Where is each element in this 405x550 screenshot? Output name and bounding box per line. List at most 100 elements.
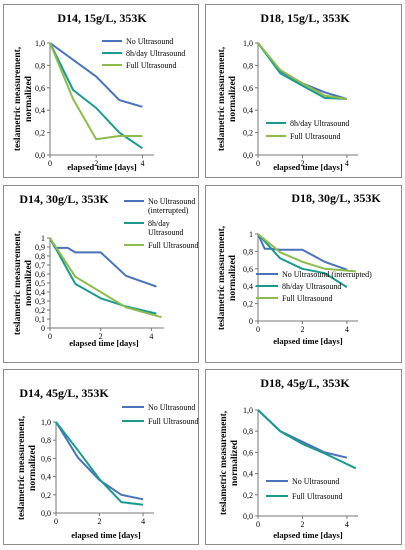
legend-label-line: No Ultrasound: [148, 197, 195, 206]
chart-panel-d18-15: D18, 15g/L, 353K 0,0 0,2 0,4 0,6 0,8 1,0 0 2 4 ela…: [205, 4, 402, 178]
x-tick-label: 0: [256, 520, 260, 529]
x-tick-label: 0: [48, 159, 52, 168]
x-axis-label: elapsed time [days]: [273, 336, 343, 346]
y-tick-label: 0,0: [243, 512, 253, 521]
x-tick-label: 4: [141, 517, 145, 526]
legend-label: 8h/day Ultrasound: [290, 119, 349, 128]
y-tick-label: 0,2: [243, 129, 253, 138]
chart-panel-d18-45: D18, 45g/L, 353K 0,0 0,2 0,4 0,6 0,8 1,0 0 2 4 ela…: [205, 369, 402, 545]
series-line-full-ultrasound: [49, 42, 143, 141]
y-axis-label-line: normalized: [230, 439, 240, 486]
series-line-8h-day-ultrasound: [257, 233, 348, 288]
x-tick-label: 4: [140, 159, 144, 168]
y-tick-label: 0,7: [35, 261, 45, 270]
y-axis-label-line: normalized: [28, 444, 38, 491]
legend-label: No Ultrasound (interrupted): [148, 197, 195, 215]
series-line-no-ultrasound: [257, 409, 348, 459]
y-tick-label: 0,6: [41, 454, 51, 463]
y-tick-label: 0,1: [35, 315, 45, 324]
chart-panel-d18-30: D18, 30g/L, 353K 0 0,2 0,4 0,6 0,8 1 0 2 4 elapsed…: [205, 185, 402, 363]
legend-label-line: 8h/day: [148, 219, 170, 228]
series-line-no-ultrasound: [49, 42, 143, 108]
legend-label-line: Ultrasound: [148, 228, 184, 237]
y-tick-label: 0,2: [41, 491, 51, 500]
chart-panel-d14-15: D14, 15g/L, 353K 0,0 0,2 0,4 0,6 0,8 1,0 0 2 4 ela…: [3, 4, 199, 178]
chart-svg: D14, 15g/L, 353K 0,0 0,2 0,4 0,6 0,8 1,0 0 2 4ela…: [13, 11, 185, 172]
chart-svg: D18, 30g/L, 353K 0 0,2 0,4 0,6 0,8 1 0 2 4elapsed…: [217, 191, 381, 346]
chart-svg: D18, 15g/L, 353K 0,0 0,2 0,4 0,6 0,8 1,0 0 2 4ela…: [217, 11, 358, 172]
x-tick-label: 4: [345, 159, 349, 168]
legend-label: 8h/day Ultrasound: [126, 49, 185, 58]
x-axis-label: elapsed time [days]: [67, 162, 137, 172]
series-line-no-ultrasound: [55, 421, 144, 501]
y-tick-label: 0,8: [35, 252, 45, 261]
x-tick-label: 2: [300, 520, 304, 529]
x-tick-label: 0: [256, 159, 260, 168]
y-tick-label: 0,4: [41, 473, 51, 482]
legend-label: Full Ultrasound: [282, 294, 332, 303]
legend-label: Full Ultrasound: [290, 132, 340, 141]
y-tick-label: 1,0: [243, 406, 253, 415]
y-axis-label-line: teslametric measurement,: [217, 225, 227, 330]
y-tick-label: 0,3: [35, 297, 45, 306]
y-tick-label: 0,2: [243, 300, 253, 309]
y-tick-label: 0,4: [35, 288, 45, 297]
series-line-8h-day-ultrasound: [49, 42, 143, 150]
x-tick-label: 2: [94, 159, 98, 168]
y-axis-label-line: teslametric measurement,: [219, 410, 229, 515]
y-tick-label: 0,2: [35, 306, 45, 315]
y-tick-label: 0,6: [243, 84, 253, 93]
legend-label: No Ultrasound: [292, 477, 339, 486]
x-tick-label: 2: [300, 325, 304, 334]
y-tick-label: 1,0: [35, 39, 45, 48]
x-axis-label: elapsed time [days]: [273, 162, 343, 172]
y-axis-label: teslametric measurement,normalized: [13, 230, 34, 335]
y-tick-label: 0,4: [243, 282, 253, 291]
chart-title: D18, 15g/L, 353K: [260, 11, 350, 25]
x-tick-label: 0: [54, 517, 58, 526]
y-tick-label: 0,2: [35, 129, 45, 138]
y-tick-label: 0,8: [243, 61, 253, 70]
series-line-full-ultrasound: [55, 421, 144, 506]
series-line-full-ultrasound: [49, 237, 162, 319]
y-tick-label: 1,0: [243, 39, 253, 48]
legend-label: Full Ultrasound: [148, 241, 198, 250]
y-tick-label: 0,0: [35, 151, 45, 160]
x-axis-label: elapsed time [days]: [69, 338, 139, 348]
legend-label: Full Ultrasound: [292, 492, 342, 501]
y-tick-label: 0: [41, 324, 45, 333]
x-tick-label: 4: [149, 332, 153, 341]
y-tick-label: 0,0: [41, 509, 51, 518]
y-tick-label: 0,6: [35, 84, 45, 93]
series-line-unnamed: [257, 42, 348, 100]
y-axis-label-line: teslametric measurement,: [13, 230, 23, 335]
chart-title: D14, 30g/L, 353K: [19, 192, 109, 206]
y-axis-label-line: normalized: [228, 75, 238, 122]
legend-label: No Ultrasound: [148, 403, 195, 412]
y-tick-label: 0,8: [41, 436, 51, 445]
x-tick-label: 2: [98, 517, 102, 526]
series-line-full-ultrasound: [257, 233, 356, 273]
series-line-8h-day-ultrasound: [257, 42, 347, 100]
series-line-8h-day-ultrasound: [49, 237, 157, 315]
y-tick-label: 0,5: [35, 279, 45, 288]
legend-label-line: (interrupted): [148, 206, 189, 215]
y-tick-label: 1,0: [41, 418, 51, 427]
y-axis-label: teslametric measurement,normalized: [217, 46, 238, 151]
x-axis-label: elapsed time [days]: [273, 530, 343, 540]
y-axis-label-line: teslametric measurement,: [13, 46, 23, 151]
y-tick-label: 0: [249, 317, 253, 326]
chart-svg: D18, 45g/L, 353K 0,0 0,2 0,4 0,6 0,8 1,0 0 2 4ela…: [219, 376, 358, 540]
y-tick-label: 0,8: [243, 247, 253, 256]
chart-title: D14, 15g/L, 353K: [57, 11, 147, 25]
y-tick-label: 0,2: [243, 491, 253, 500]
chart-svg: D14, 45g/L, 353K 0,0 0,2 0,4 0,6 0,8 1,0 0 2 4ela…: [17, 386, 198, 540]
y-axis-label: teslametric measurement,normalized: [217, 225, 238, 330]
series-line-full-ultrasound: [257, 42, 348, 100]
y-axis-label: teslametric measurement,normalized: [17, 415, 38, 520]
y-tick-label: 0,6: [35, 270, 45, 279]
legend-label: No Ultrasound: [126, 37, 173, 46]
chart-panel-d14-45: D14, 45g/L, 353K 0,0 0,2 0,4 0,6 0,8 1,0 0 2 4 ela…: [3, 369, 199, 545]
y-tick-label: 0,4: [243, 470, 253, 479]
y-axis-label: teslametric measurement,normalized: [219, 410, 240, 515]
